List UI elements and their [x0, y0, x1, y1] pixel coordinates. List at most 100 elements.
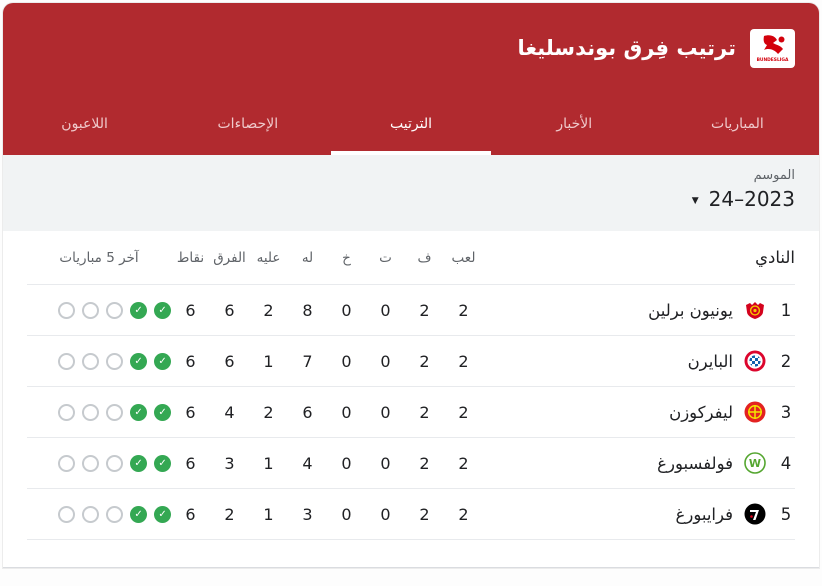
- result-win-icon: ✓: [154, 454, 171, 472]
- result-win-icon: ✓: [154, 505, 171, 523]
- team-name: ليفركوزن: [669, 402, 733, 422]
- result-empty-icon: [58, 403, 75, 421]
- stat-lost: 0: [341, 504, 352, 524]
- stat-goals-for: 7: [302, 351, 313, 371]
- club-cell: 2 البايرن: [483, 350, 795, 372]
- result-win-icon: ✓: [130, 505, 147, 523]
- team-name: فرايبورغ: [675, 504, 733, 524]
- column-won: ف: [417, 249, 432, 266]
- column-drawn: ت: [379, 249, 392, 266]
- team-name: البايرن: [687, 351, 733, 371]
- crest-union-berlin-icon: [744, 299, 766, 321]
- result-win-icon: ✓: [130, 301, 147, 319]
- stat-goal-diff: 6: [224, 300, 235, 320]
- standings-table: النادي لعب ف ت خ له عليه الفرق نقاط آخر …: [3, 231, 819, 540]
- club-cell: 4 W فولفسبورغ: [483, 452, 795, 474]
- crest-wolfsburg-icon: W: [744, 452, 766, 474]
- stat-points: 6: [185, 504, 196, 524]
- stat-goals-against: 2: [263, 300, 274, 320]
- result-empty-icon: [106, 403, 123, 421]
- crest-bayern-icon: [744, 350, 766, 372]
- stat-goals-against: 1: [263, 351, 274, 371]
- stat-played: 2: [458, 453, 469, 473]
- stat-won: 2: [419, 504, 430, 524]
- stat-drawn: 0: [380, 504, 391, 524]
- stat-lost: 0: [341, 453, 352, 473]
- stat-won: 2: [419, 300, 430, 320]
- stat-won: 2: [419, 402, 430, 422]
- stat-points: 6: [185, 402, 196, 422]
- stat-drawn: 0: [380, 453, 391, 473]
- result-empty-icon: [106, 352, 123, 370]
- rank: 5: [780, 504, 792, 524]
- tab-matches[interactable]: المباريات: [710, 116, 764, 132]
- stat-points: 6: [185, 351, 196, 371]
- stat-goals-against: 2: [263, 402, 274, 422]
- result-win-icon: ✓: [154, 352, 171, 370]
- stat-goals-for: 3: [302, 504, 313, 524]
- club-cell: 1 يونيون برلين: [483, 299, 795, 321]
- column-club: النادي: [755, 248, 795, 267]
- column-goal-diff: الفرق: [213, 249, 246, 266]
- stat-goal-diff: 6: [224, 351, 235, 371]
- team-name: فولفسبورغ: [657, 453, 733, 473]
- tab-players[interactable]: اللاعبون: [61, 116, 108, 132]
- stat-lost: 0: [341, 402, 352, 422]
- stat-goals-for: 8: [302, 300, 313, 320]
- tab-standings[interactable]: الترتيب: [329, 93, 492, 155]
- stat-goals-for: 4: [302, 453, 313, 473]
- standings-card: BUNDESLIGA ترتيب فِرق بوندسليغا المباريا…: [3, 3, 819, 568]
- stat-lost: 0: [341, 351, 352, 371]
- result-empty-icon: [106, 505, 123, 523]
- chevron-down-icon: ▼: [691, 195, 699, 206]
- crest-freiburg-icon: [744, 503, 766, 525]
- stat-played: 2: [458, 300, 469, 320]
- table-row[interactable]: 3 ليفركوزن 2 2 0 0 6 2 4 6 ✓ ✓: [27, 387, 795, 438]
- season-dropdown[interactable]: 2023–24 ▼: [692, 187, 795, 211]
- result-empty-icon: [106, 301, 123, 319]
- result-win-icon: ✓: [154, 403, 171, 421]
- table-header-row: النادي لعب ف ت خ له عليه الفرق نقاط آخر …: [27, 231, 795, 285]
- tab-statistics[interactable]: الإحصاءات: [217, 116, 279, 132]
- rank: 2: [780, 351, 792, 371]
- column-last5: آخر 5 مباريات: [59, 249, 139, 266]
- result-win-icon: ✓: [154, 301, 171, 319]
- stat-won: 2: [419, 351, 430, 371]
- bundesliga-logo-icon: BUNDESLIGA: [750, 28, 795, 68]
- stat-played: 2: [458, 402, 469, 422]
- stat-drawn: 0: [380, 300, 391, 320]
- stat-played: 2: [458, 504, 469, 524]
- result-empty-icon: [58, 505, 75, 523]
- svg-text:BUNDESLIGA: BUNDESLIGA: [757, 57, 789, 63]
- stat-goal-diff: 3: [224, 453, 235, 473]
- stat-lost: 0: [341, 300, 352, 320]
- column-played: لعب: [451, 249, 476, 266]
- tab-news[interactable]: الأخبار: [556, 116, 593, 132]
- stat-goals-for: 6: [302, 402, 313, 422]
- club-cell: 5 فرايبورغ: [483, 503, 795, 525]
- stat-points: 6: [185, 300, 196, 320]
- season-value: 2023–24: [708, 187, 795, 211]
- result-empty-icon: [58, 301, 75, 319]
- stat-won: 2: [419, 453, 430, 473]
- crest-leverkusen-icon: [744, 401, 766, 423]
- stat-goal-diff: 4: [224, 402, 235, 422]
- season-label: الموسم: [753, 168, 795, 183]
- result-empty-icon: [82, 505, 99, 523]
- table-row[interactable]: 1 يونيون برلين 2 2 0 0 8 2 6 6 ✓ ✓: [27, 285, 795, 336]
- result-win-icon: ✓: [130, 352, 147, 370]
- rank: 4: [780, 453, 792, 473]
- table-row[interactable]: 4 W فولفسبورغ 2 2 0 0 4 1 3 6 ✓ ✓: [27, 438, 795, 489]
- last5-results: ✓ ✓: [27, 454, 171, 472]
- column-goals-for: له: [301, 249, 314, 266]
- result-empty-icon: [58, 352, 75, 370]
- result-empty-icon: [82, 352, 99, 370]
- season-section: الموسم 2023–24 ▼: [3, 155, 819, 231]
- table-row[interactable]: 2 البايرن: [27, 336, 795, 387]
- stat-goals-against: 1: [263, 453, 274, 473]
- table-row[interactable]: 5 فرايبورغ 2 2 0 0 3 1 2 6 ✓ ✓: [27, 489, 795, 540]
- stat-goals-against: 1: [263, 504, 274, 524]
- result-empty-icon: [58, 454, 75, 472]
- stat-goal-diff: 2: [224, 504, 235, 524]
- result-empty-icon: [82, 301, 99, 319]
